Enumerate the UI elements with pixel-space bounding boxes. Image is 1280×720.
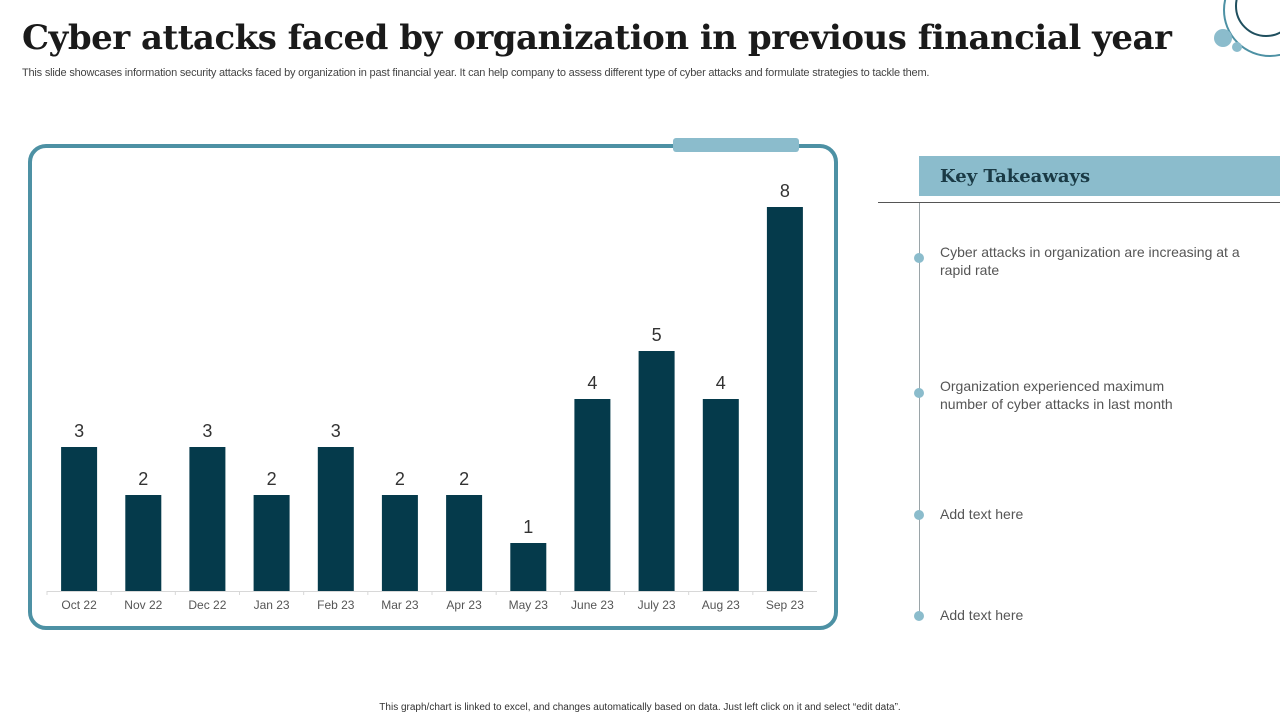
bar-apr-23[interactable] xyxy=(446,495,483,591)
takeaways-timeline-line xyxy=(919,203,920,620)
data-label: 4 xyxy=(587,373,597,393)
bar-chart[interactable]: 3 Oct 22 2 Nov 22 3 Dec 22 2 Jan 23 3 Feb 23 2 Mar … xyxy=(0,0,860,640)
data-label: 3 xyxy=(74,421,84,441)
page-subtitle: This slide showcases information securit… xyxy=(22,67,930,79)
takeaway-bullet-icon xyxy=(914,388,924,398)
takeaway-bullet-icon xyxy=(914,510,924,520)
x-tick-label: Feb 23 xyxy=(317,598,355,612)
bar-jan-23[interactable] xyxy=(253,495,290,591)
x-tick-label: Aug 23 xyxy=(702,598,740,612)
x-tick-label: July 23 xyxy=(638,598,676,612)
takeaways-divider xyxy=(878,202,1280,203)
data-label: 5 xyxy=(652,325,662,345)
data-label: 2 xyxy=(395,469,405,489)
data-label: 2 xyxy=(459,469,469,489)
footer-note: This graph/chart is linked to excel, and… xyxy=(379,702,901,713)
x-tick-label: Sep 23 xyxy=(766,598,804,612)
data-label: 3 xyxy=(202,421,212,441)
data-label: 1 xyxy=(523,517,533,537)
bar-july-23[interactable] xyxy=(638,351,675,591)
bar-may-23[interactable] xyxy=(510,543,547,591)
takeaway-item-1: Cyber attacks in organization are increa… xyxy=(940,244,1240,278)
takeaway-bullet-icon xyxy=(914,253,924,263)
takeaway-item-4: Add text here xyxy=(940,607,1024,623)
chart-frame-tab xyxy=(673,138,799,152)
data-label: 2 xyxy=(267,469,277,489)
x-tick-label: Mar 23 xyxy=(381,598,419,612)
data-label: 2 xyxy=(138,469,148,489)
bar-june-23[interactable] xyxy=(574,399,611,591)
key-takeaways-heading: Key Takeaways xyxy=(919,156,1280,196)
x-tick-label: May 23 xyxy=(509,598,549,612)
x-tick-label: June 23 xyxy=(571,598,614,612)
bar-sep-23[interactable] xyxy=(766,207,803,591)
page-title: Cyber attacks faced by organization in p… xyxy=(22,18,1172,58)
data-label: 4 xyxy=(716,373,726,393)
bar-aug-23[interactable] xyxy=(702,399,739,591)
bar-dec-22[interactable] xyxy=(189,447,226,591)
data-label: 8 xyxy=(780,181,790,201)
decorative-circles-icon xyxy=(1214,0,1280,57)
takeaway-bullet-icon xyxy=(914,611,924,621)
data-label: 3 xyxy=(331,421,341,441)
bar-mar-23[interactable] xyxy=(381,495,418,591)
x-tick-label: Dec 22 xyxy=(188,598,226,612)
bar-oct-22[interactable] xyxy=(61,447,98,591)
takeaway-item-2: Organization experienced maximum number … xyxy=(940,378,1173,412)
x-tick-label: Oct 22 xyxy=(61,598,97,612)
chart-frame xyxy=(28,144,838,630)
takeaway-item-3: Add text here xyxy=(940,506,1024,522)
x-tick-label: Jan 23 xyxy=(254,598,290,612)
x-tick-label: Apr 23 xyxy=(446,598,482,612)
bar-feb-23[interactable] xyxy=(317,447,354,591)
bar-nov-22[interactable] xyxy=(125,495,162,591)
x-tick-label: Nov 22 xyxy=(124,598,162,612)
